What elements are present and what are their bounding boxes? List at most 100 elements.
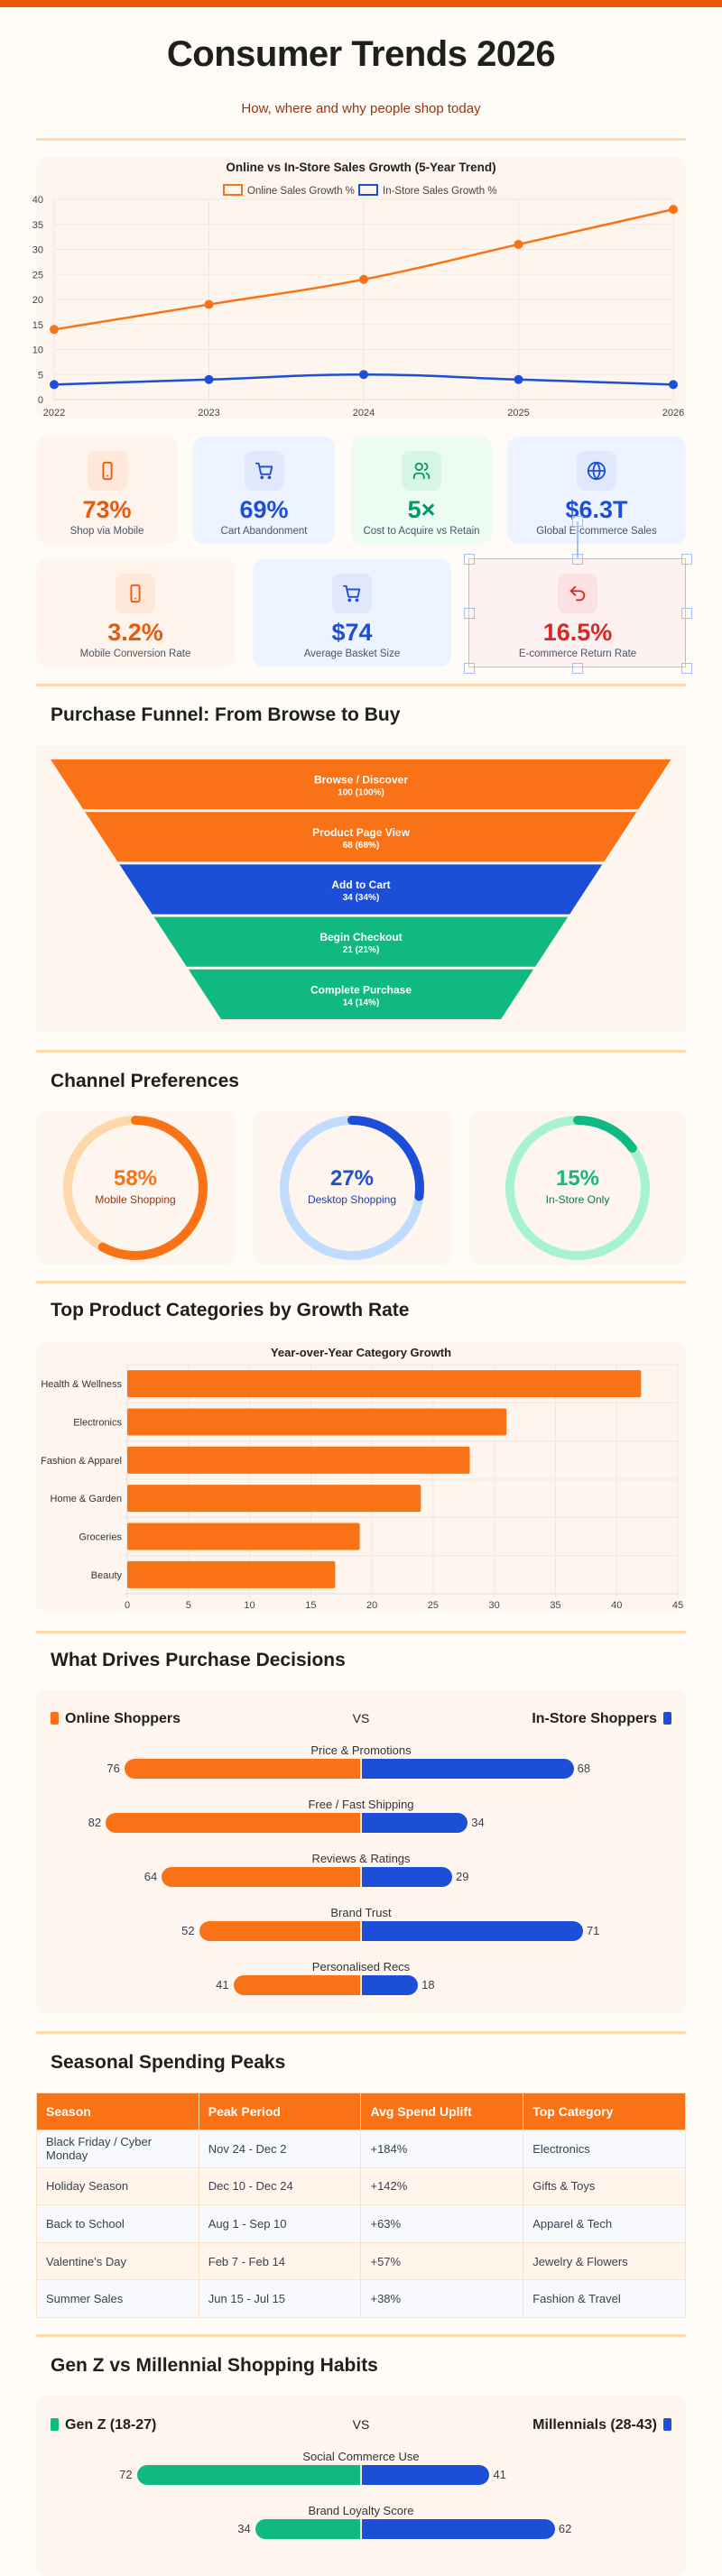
left-bar[interactable]	[106, 1813, 360, 1833]
column-header: Peak Period	[198, 2093, 362, 2130]
selection-box[interactable]	[464, 554, 692, 674]
data-point[interactable]	[359, 370, 368, 380]
ring-label: Desktop Shopping	[307, 1193, 397, 1206]
funnel-stage-label: Browse / Discover	[314, 774, 408, 787]
kpi-card: $74 Average Basket Size	[253, 559, 451, 667]
data-point[interactable]	[359, 274, 368, 284]
table-cell: Electronics	[523, 2130, 686, 2168]
funnel-stage-value: 34 (34%)	[343, 893, 380, 903]
kpi-value: 5×	[407, 496, 436, 523]
right-bar[interactable]	[362, 1867, 453, 1887]
kpi-icon-box	[558, 574, 597, 613]
legend-label: Online Sales Growth %	[247, 186, 355, 197]
legend-left-label: Gen Z (18-27)	[65, 2417, 157, 2433]
channel-card: 27% Desktop Shopping	[253, 1111, 451, 1265]
bar[interactable]	[127, 1446, 470, 1474]
bar[interactable]	[127, 1560, 336, 1588]
y-tick-label: 35	[32, 220, 43, 231]
left-bar[interactable]	[199, 1921, 360, 1941]
resize-handle[interactable]	[464, 608, 475, 619]
rotate-handle[interactable]	[572, 516, 583, 527]
column-header: Avg Spend Uplift	[360, 2093, 524, 2130]
resize-handle[interactable]	[681, 663, 692, 674]
right-bar[interactable]	[362, 1813, 468, 1833]
ring-gauge	[280, 1116, 424, 1260]
ring-label: In-Store Only	[545, 1193, 610, 1206]
comparison-row-label: Brand Loyalty Score	[308, 2504, 414, 2517]
left-value: 82	[88, 1816, 102, 1829]
right-value: 68	[577, 1762, 591, 1775]
bar[interactable]	[127, 1408, 507, 1436]
ring-gauge	[63, 1116, 208, 1260]
legend-left-label: Online Shoppers	[65, 1711, 181, 1726]
ring-value: 58%	[113, 1166, 158, 1191]
resize-handle[interactable]	[572, 663, 583, 674]
section-heading-categories: Top Product Categories by Growth Rate	[51, 1300, 410, 1320]
y-tick-label: 15	[32, 320, 43, 331]
right-value: 62	[558, 2522, 572, 2535]
left-bar[interactable]	[124, 1759, 360, 1779]
data-point[interactable]	[669, 205, 678, 215]
resize-handle[interactable]	[681, 554, 692, 565]
bar[interactable]	[127, 1370, 642, 1398]
kpi-value: $6.3T	[565, 496, 628, 523]
data-point[interactable]	[204, 374, 214, 384]
y-tick-label: 10	[32, 345, 43, 356]
table-cell: Valentine's Day	[36, 2241, 199, 2281]
data-point[interactable]	[669, 380, 678, 390]
table-cell: Back to School	[36, 2204, 199, 2243]
bar[interactable]	[127, 1523, 360, 1550]
data-point[interactable]	[514, 374, 523, 384]
funnel-stage[interactable]	[153, 916, 569, 967]
data-point[interactable]	[514, 239, 523, 249]
data-point[interactable]	[50, 380, 59, 390]
x-tick-label: 30	[489, 1600, 500, 1611]
category-growth-bar-chart: Year-over-Year Category Growth 0 5 10 15 20 25…	[41, 1346, 683, 1611]
left-value: 41	[216, 1978, 229, 1992]
resize-handle[interactable]	[681, 608, 692, 619]
kpi-card: 5× Cost to Acquire vs Retain	[351, 437, 492, 544]
x-tick-label: 15	[305, 1600, 316, 1611]
right-bar[interactable]	[362, 1759, 574, 1779]
left-bar[interactable]	[233, 1975, 360, 1995]
table-cell: Summer Sales	[36, 2279, 199, 2318]
left-bar[interactable]	[255, 2519, 360, 2539]
data-point[interactable]	[50, 325, 59, 335]
funnel-stage[interactable]	[85, 812, 637, 862]
undo-icon	[569, 585, 586, 602]
table-cell: Nov 24 - Dec 2	[198, 2130, 362, 2168]
kpi-label: Average Basket Size	[303, 649, 401, 659]
channel-card: 58% Mobile Shopping	[36, 1111, 235, 1265]
ring-progress	[280, 1116, 424, 1260]
y-tick-label: 0	[38, 395, 43, 406]
x-tick-label: 40	[611, 1600, 622, 1611]
funnel-stage[interactable]	[51, 759, 671, 810]
right-bar[interactable]	[362, 1975, 419, 1995]
funnel-stage-label: Begin Checkout	[319, 931, 402, 943]
funnel-stage[interactable]	[188, 969, 534, 1019]
right-bar[interactable]	[362, 1921, 583, 1941]
left-bar[interactable]	[136, 2465, 360, 2485]
funnel-stage-label: Add to Cart	[331, 879, 390, 891]
left-value: 64	[143, 1870, 158, 1883]
kpi-value: 3.2%	[107, 619, 163, 646]
funnel-stage-value: 100 (100%)	[338, 788, 384, 798]
data-point[interactable]	[204, 299, 214, 309]
y-tick-label: Electronics	[73, 1418, 122, 1429]
y-tick-label: 5	[38, 370, 43, 381]
table-cell: Jun 15 - Jul 15	[198, 2279, 362, 2318]
kpi-icon-box	[87, 451, 127, 491]
divider	[36, 2031, 686, 2034]
funnel-stage[interactable]	[119, 864, 603, 915]
left-bar[interactable]	[162, 1867, 360, 1887]
right-bar[interactable]	[362, 2465, 490, 2485]
resize-handle[interactable]	[464, 554, 475, 565]
kpi-card: 73% Shop via Mobile	[36, 437, 178, 544]
section-heading-funnel: Purchase Funnel: From Browse to Buy	[51, 704, 401, 725]
right-bar[interactable]	[362, 2519, 555, 2539]
table-cell: Feb 7 - Feb 14	[198, 2241, 362, 2281]
kpi-label: E-commerce Return Rate	[518, 649, 637, 659]
resize-handle[interactable]	[464, 663, 475, 674]
bar[interactable]	[127, 1485, 421, 1513]
